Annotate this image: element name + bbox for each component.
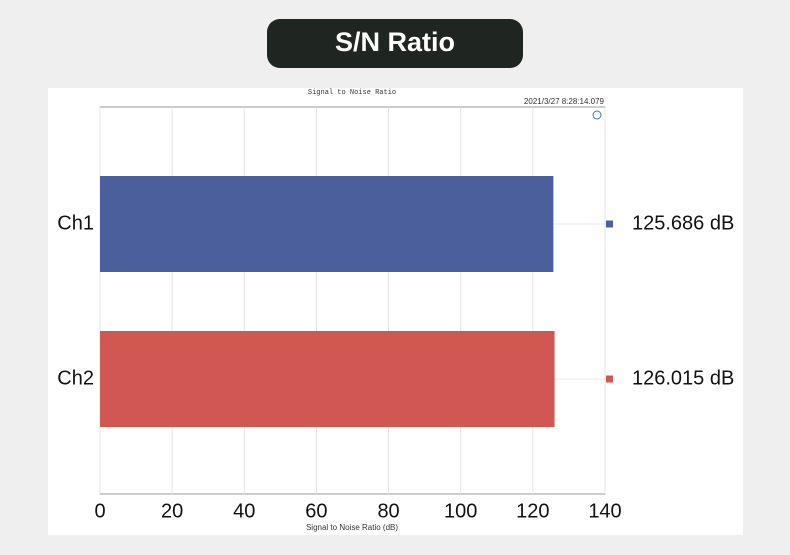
timestamp: 2021/3/27 8:28:14.079 — [524, 97, 605, 106]
value-label: 125.686 dB — [632, 212, 734, 234]
x-tick-label: 100 — [444, 500, 477, 522]
x-axis-label: Signal to Noise Ratio (dB) — [306, 523, 398, 532]
bar — [100, 331, 555, 427]
x-tick-label: 20 — [161, 500, 183, 522]
value-label: 126.015 dB — [632, 367, 734, 389]
legend-swatch — [606, 375, 613, 383]
y-tick-label: Ch2 — [57, 367, 94, 389]
x-tick-label: 80 — [377, 500, 399, 522]
chart-title: Signal to Noise Ratio — [308, 89, 396, 97]
x-tick-label: 60 — [305, 500, 327, 522]
legend-swatch — [606, 220, 613, 228]
x-tick-label: 120 — [516, 500, 549, 522]
logo — [592, 110, 602, 120]
bar — [100, 176, 554, 272]
x-tick-label: 140 — [588, 500, 621, 522]
x-tick-label: 40 — [233, 500, 255, 522]
page-title: S/N Ratio — [335, 27, 455, 57]
y-tick-label: Ch1 — [57, 212, 94, 234]
title-pill — [267, 19, 523, 68]
x-tick-label: 0 — [94, 500, 105, 522]
chart-panel — [48, 88, 743, 535]
